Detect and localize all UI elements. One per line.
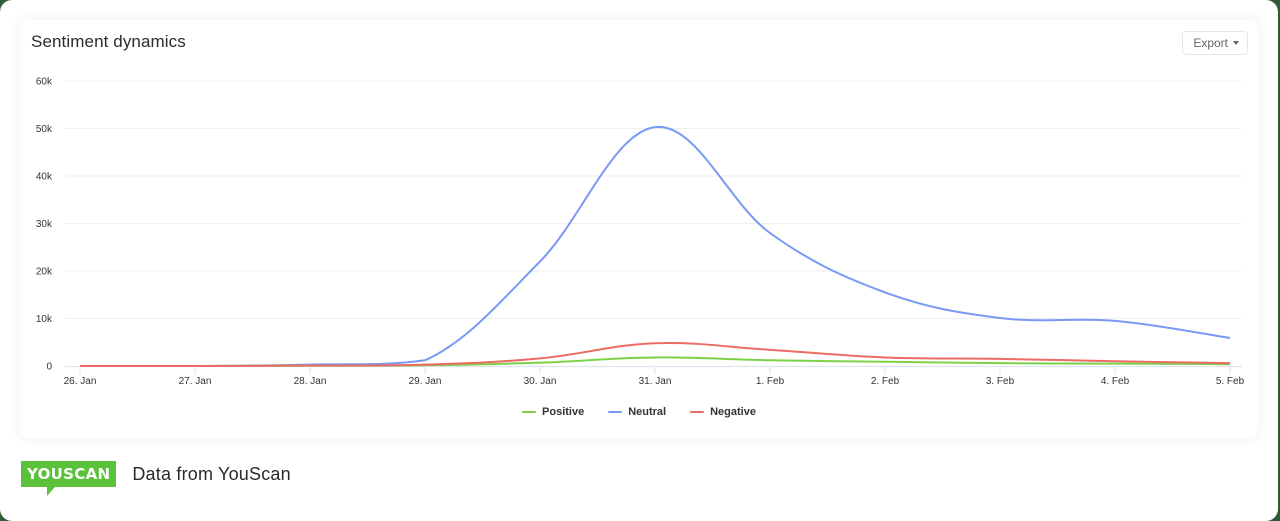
legend-item-positive[interactable]: Positive xyxy=(522,406,584,418)
y-tick-label: 50k xyxy=(36,124,53,135)
x-tick-label: 31. Jan xyxy=(639,376,672,387)
x-tick-label: 26. Jan xyxy=(64,376,97,387)
legend-label: Negative xyxy=(710,406,756,418)
source-attribution: Data from YouScan xyxy=(132,463,291,484)
y-tick-label: 20k xyxy=(36,267,53,278)
footer: YOUSCAN Data from YouScan xyxy=(21,461,291,496)
legend-swatch-icon xyxy=(608,411,623,413)
legend-swatch-icon xyxy=(690,411,705,413)
x-tick-label: 5. Feb xyxy=(1216,376,1245,387)
y-tick-label: 60k xyxy=(36,77,53,88)
chart-legend: Positive Neutral Negative xyxy=(20,406,1258,418)
legend-item-neutral[interactable]: Neutral xyxy=(608,406,666,418)
x-tick-label: 29. Jan xyxy=(409,376,442,387)
export-button[interactable]: Export xyxy=(1182,31,1248,55)
x-tick-label: 4. Feb xyxy=(1101,376,1130,387)
y-tick-label: 10k xyxy=(36,314,53,325)
x-tick-label: 27. Jan xyxy=(179,376,212,387)
x-tick-label: 28. Jan xyxy=(294,376,327,387)
legend-item-negative[interactable]: Negative xyxy=(690,406,756,418)
chart-title: Sentiment dynamics xyxy=(31,32,186,51)
export-label: Export xyxy=(1193,36,1228,50)
x-tick-label: 30. Jan xyxy=(524,376,557,387)
chart-card: Sentiment dynamics Export 0 10k 20k 30k 40k 5… xyxy=(20,20,1258,438)
x-tick-label: 1. Feb xyxy=(756,376,785,387)
y-tick-label: 40k xyxy=(36,172,53,183)
caret-down-icon xyxy=(1233,41,1239,45)
legend-label: Neutral xyxy=(628,406,667,418)
series-line-negative[interactable] xyxy=(80,341,1231,367)
youscan-logo: YOUSCAN xyxy=(21,461,117,496)
legend-label: Positive xyxy=(542,406,585,418)
y-tick-label: 30k xyxy=(36,219,53,230)
legend-swatch-icon xyxy=(522,411,537,413)
y-tick-label: 0 xyxy=(46,362,52,373)
series-line-neutral[interactable] xyxy=(80,126,1231,367)
x-tick-label: 3. Feb xyxy=(986,376,1015,387)
x-tick-label: 2. Feb xyxy=(871,376,900,387)
sentiment-line-chart[interactable]: 0 10k 20k 30k 40k 50k 60k 26. Jan 27. Jan 28. Jan… xyxy=(20,20,1258,400)
